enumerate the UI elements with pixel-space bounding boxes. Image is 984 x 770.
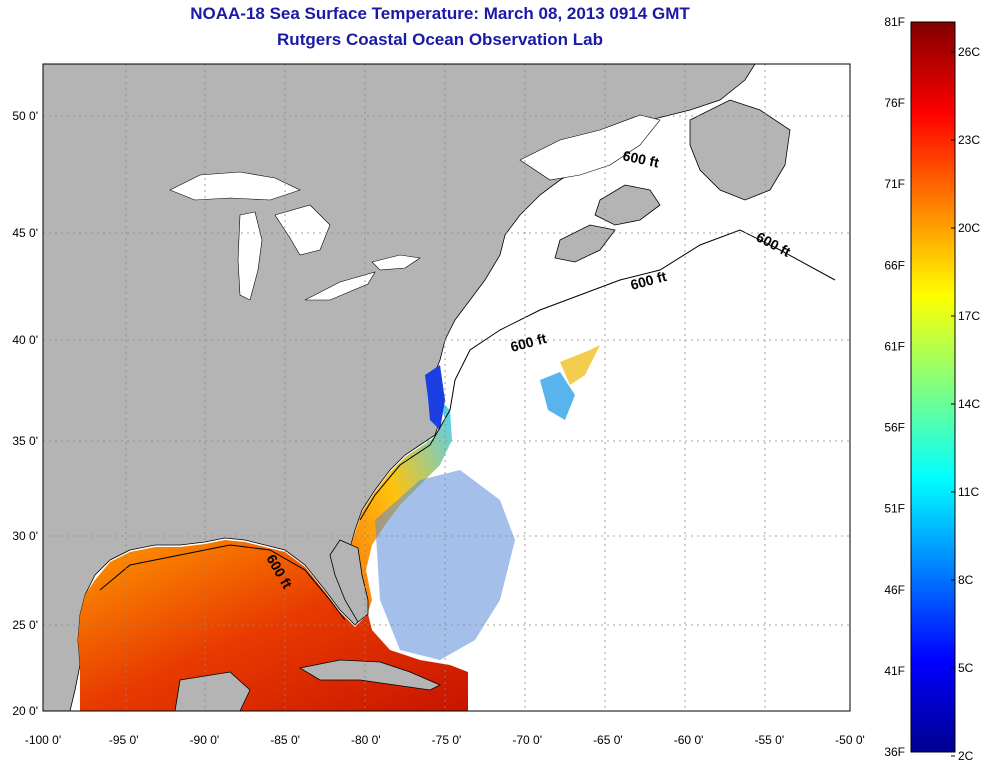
land-north-america bbox=[43, 64, 756, 711]
lake-superior bbox=[169, 171, 301, 201]
longitude-tick-label: -75 0' bbox=[432, 733, 462, 747]
colorbar-gradient bbox=[910, 21, 956, 753]
land-maritimes bbox=[594, 184, 661, 226]
longitude-tick-label: -65 0' bbox=[593, 733, 623, 747]
colorbar-c-label: 11C bbox=[958, 485, 979, 499]
colorbar-f-label: 66F bbox=[884, 258, 905, 272]
latitude-tick-label: 45 0' bbox=[12, 226, 38, 240]
colorbar-c-label: 14C bbox=[958, 397, 980, 411]
colorbar-f-label: 61F bbox=[884, 339, 905, 353]
isobath-600ft bbox=[99, 229, 836, 621]
land-cuba bbox=[298, 659, 441, 691]
sst-cold-shelf bbox=[425, 365, 445, 430]
latitude-tick-label: 20 0' bbox=[12, 704, 38, 718]
colorbar-c-label: 5C bbox=[958, 661, 974, 675]
colorbar-f-label: 76F bbox=[884, 96, 905, 110]
map-frame bbox=[42, 63, 851, 712]
longitude-tick-label: -55 0' bbox=[754, 733, 784, 747]
sst-offshore-patch bbox=[540, 372, 575, 420]
longitude-tick-label: -90 0' bbox=[190, 733, 220, 747]
colorbar-fahrenheit-labels: 81F 76F 71F 66F 61F 56F 51F 46F 41F 36F bbox=[884, 15, 905, 759]
lake-michigan bbox=[237, 211, 263, 301]
isobath-label: 600 ft bbox=[621, 147, 660, 170]
lake-huron bbox=[274, 204, 331, 256]
colorbar-c-label: 23C bbox=[958, 133, 980, 147]
longitude-tick-label: -50 0' bbox=[835, 733, 865, 747]
longitude-ticks: -100 0' -95 0' -90 0' -85 0' -80 0' -75 0' -70… bbox=[25, 733, 865, 747]
colorbar-f-label: 36F bbox=[884, 745, 905, 759]
longitude-tick-label: -100 0' bbox=[25, 733, 61, 747]
longitude-tick-label: -70 0' bbox=[512, 733, 542, 747]
latitude-tick-label: 30 0' bbox=[12, 529, 38, 543]
sst-offshore-speckle bbox=[375, 470, 515, 660]
colorbar-c-label: 20C bbox=[958, 221, 980, 235]
colorbar-c-label: 17C bbox=[958, 309, 980, 323]
longitude-tick-label: -85 0' bbox=[270, 733, 300, 747]
saint-lawrence-gulf bbox=[519, 114, 661, 181]
land-nova-scotia bbox=[554, 224, 616, 263]
lake-ontario bbox=[371, 254, 421, 271]
colorbar-c-label: 8C bbox=[958, 573, 974, 587]
latitude-tick-label: 25 0' bbox=[12, 618, 38, 632]
colorbar-f-label: 51F bbox=[884, 502, 905, 516]
latitude-tick-label: 40 0' bbox=[12, 333, 38, 347]
land-florida bbox=[329, 539, 369, 623]
latitude-ticks: 20 0' 25 0' 30 0' 35 0' 40 0' 45 0' 50 0' bbox=[12, 109, 38, 718]
colorbar-f-label: 56F bbox=[884, 421, 905, 435]
colorbar-c-label: 26C bbox=[958, 45, 980, 59]
colorbar-f-label: 41F bbox=[884, 664, 905, 678]
longitude-tick-label: -60 0' bbox=[674, 733, 704, 747]
land-yucatan bbox=[174, 671, 251, 711]
longitude-tick-label: -95 0' bbox=[109, 733, 139, 747]
map-subtitle: Rutgers Coastal Ocean Observation Lab bbox=[277, 30, 603, 49]
lake-erie bbox=[304, 271, 376, 301]
colorbar-c-label: 2C bbox=[958, 749, 974, 763]
sst-offshore-patch-2 bbox=[560, 345, 600, 385]
latitude-tick-label: 50 0' bbox=[12, 109, 38, 123]
map-title: NOAA-18 Sea Surface Temperature: March 0… bbox=[190, 4, 690, 23]
longitude-tick-label: -80 0' bbox=[351, 733, 381, 747]
map-grid bbox=[43, 64, 850, 711]
colorbar-celsius-labels: 26C 23C 20C 17C 14C 11C 8C 5C 2C bbox=[951, 45, 980, 763]
colorbar-f-label: 71F bbox=[884, 177, 905, 191]
colorbar-f-label: 81F bbox=[884, 15, 905, 29]
colorbar-f-label: 46F bbox=[884, 583, 905, 597]
sst-gulf-stream bbox=[350, 400, 452, 612]
latitude-tick-label: 35 0' bbox=[12, 434, 38, 448]
